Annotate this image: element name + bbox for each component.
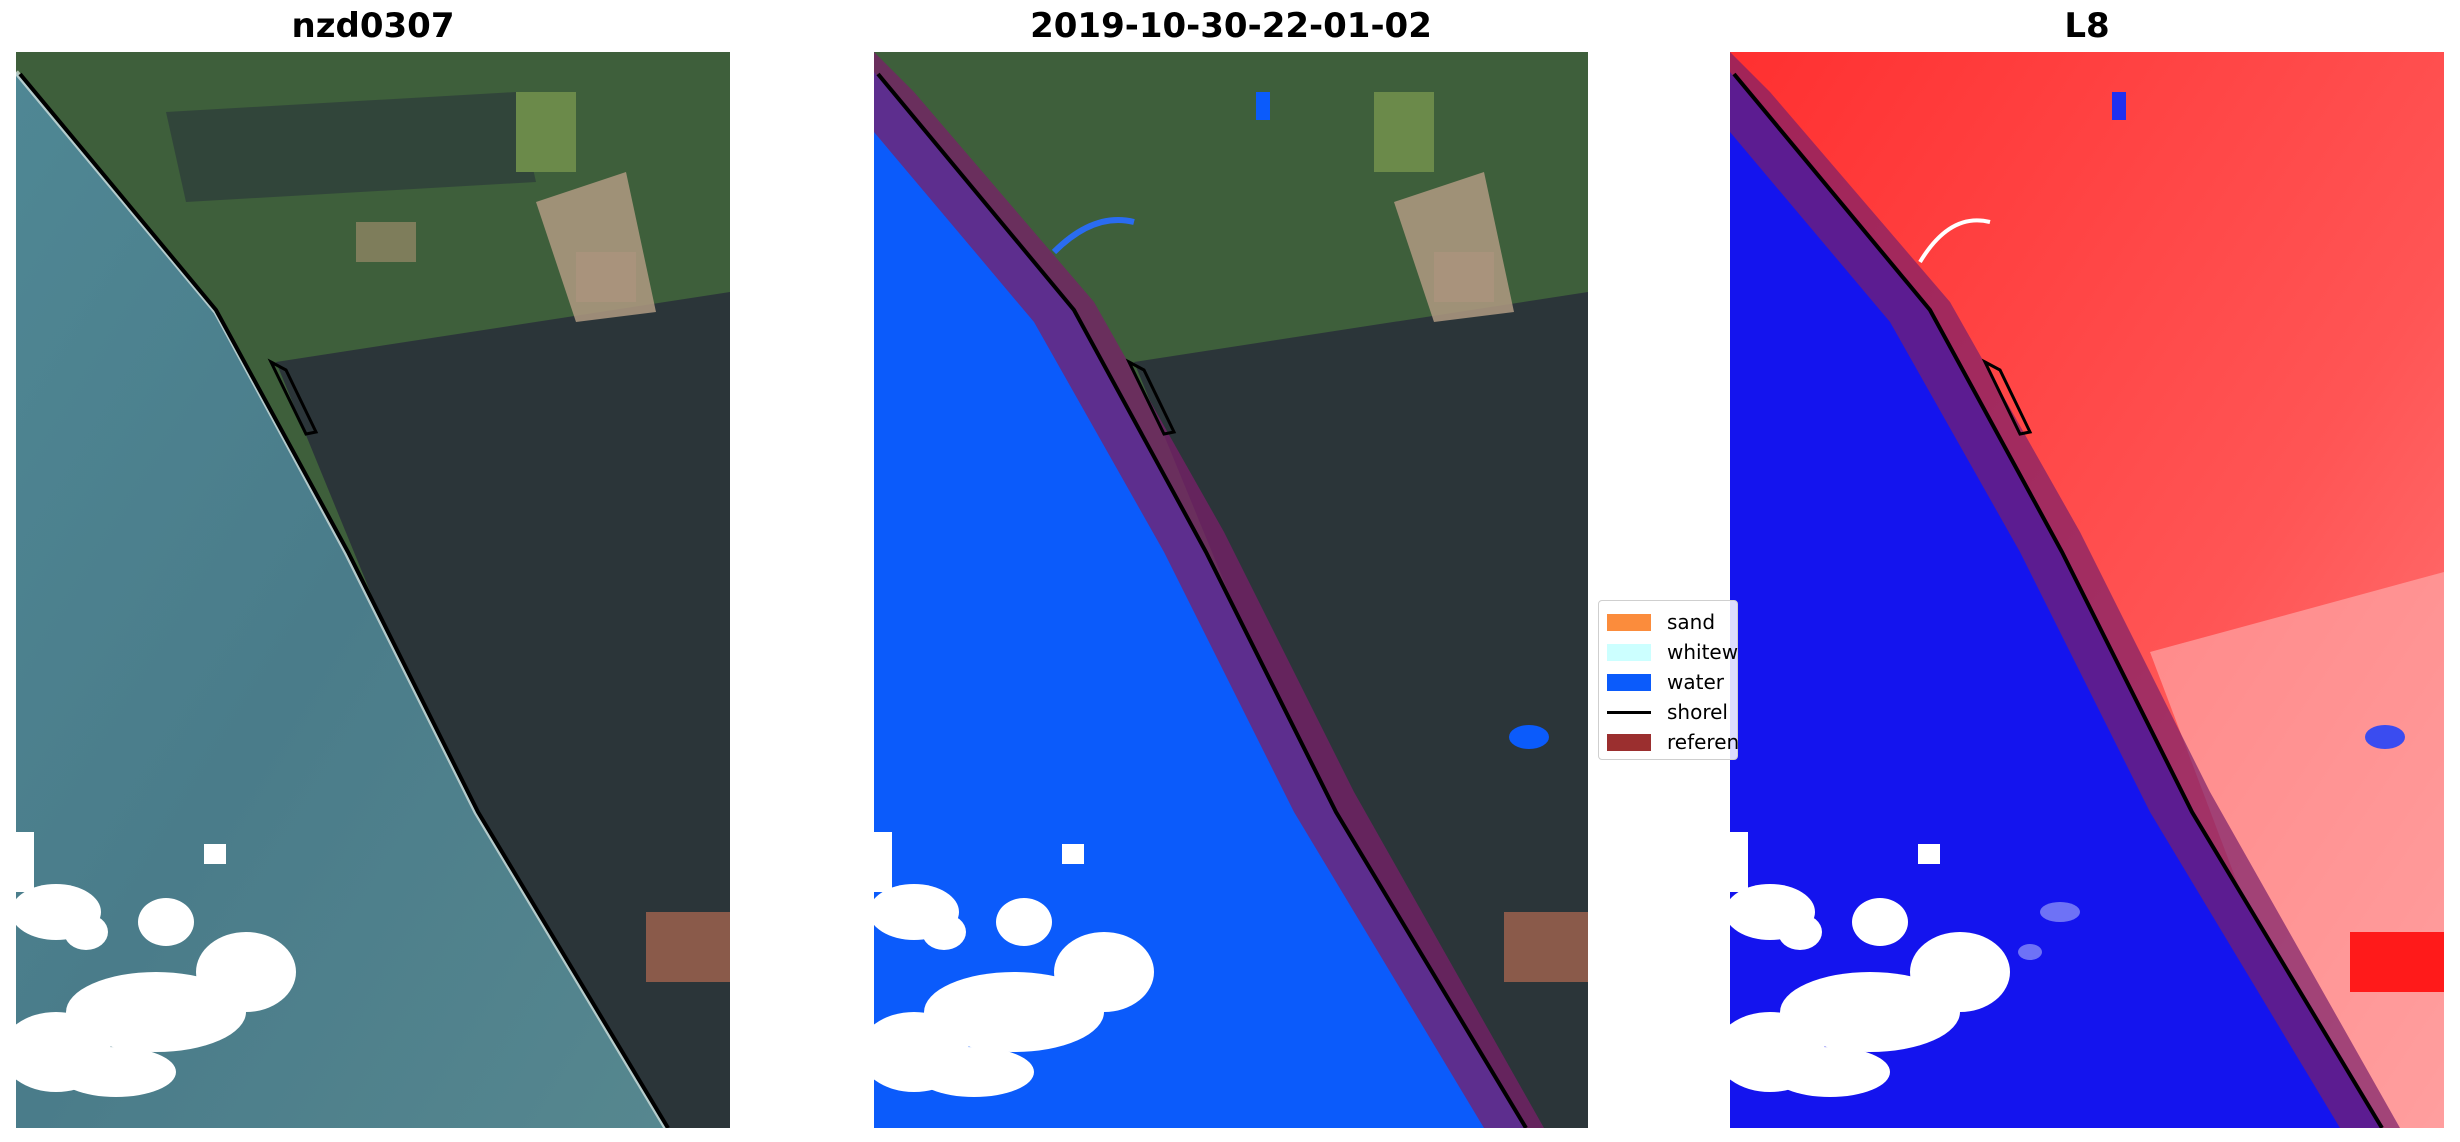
legend-item-whitewater: whitew (1607, 640, 1739, 664)
panel-title-index: L8 (2064, 6, 2110, 46)
legend-label-shoreline: shorel (1667, 700, 1728, 724)
legend-swatch-whitewater (1607, 643, 1651, 661)
classification-image (874, 52, 1588, 1128)
legend-item-reference: referen (1607, 730, 1740, 754)
legend-swatch-reference (1607, 733, 1651, 751)
panel-title-rgb: nzd0307 (291, 6, 455, 46)
legend-label-sand: sand (1667, 610, 1716, 634)
legend: sand whitew water shorel referen (1598, 600, 1740, 760)
rgb-satellite-image (16, 52, 730, 1128)
legend-swatch-water (1607, 673, 1651, 691)
legend-item-shoreline: shorel (1607, 700, 1728, 724)
legend-item-sand: sand (1607, 610, 1716, 634)
legend-swatch-sand (1607, 613, 1651, 631)
legend-swatch-shoreline (1607, 710, 1651, 714)
legend-label-reference: referen (1667, 730, 1740, 754)
index-image (1730, 52, 2444, 1128)
legend-label-whitewater: whitew (1667, 640, 1739, 664)
legend-item-water: water (1607, 670, 1724, 694)
legend-label-water: water (1667, 670, 1724, 694)
panel-title-classification: 2019-10-30-22-01-02 (1030, 6, 1432, 46)
